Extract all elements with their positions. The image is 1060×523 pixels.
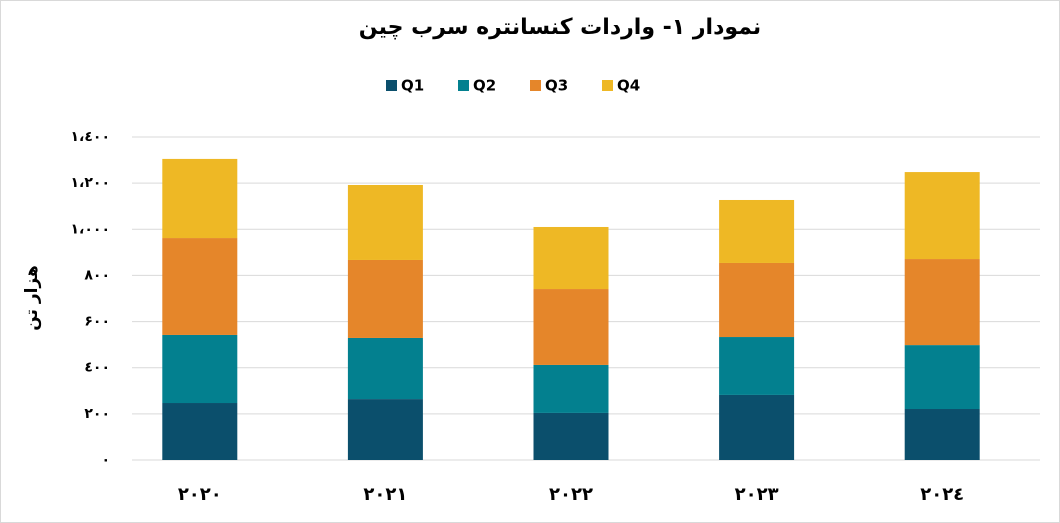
bar-segment bbox=[719, 199, 795, 263]
y-tick-label: ۶۰۰ bbox=[84, 314, 110, 330]
y-axis-label: هزار تن bbox=[22, 265, 42, 331]
bar-segment bbox=[347, 399, 423, 460]
bar-segment bbox=[533, 289, 609, 365]
bar-segment bbox=[162, 334, 238, 404]
legend-label: Q1 bbox=[401, 77, 424, 95]
y-tick-label: ۸۰۰ bbox=[84, 267, 110, 283]
bar-segment bbox=[904, 172, 980, 260]
y-tick-label: ۱،۲۰۰ bbox=[71, 175, 111, 191]
y-tick-label: ۱،٤۰۰ bbox=[70, 129, 110, 145]
bar-segment bbox=[904, 259, 980, 346]
legend-swatch bbox=[458, 80, 469, 91]
bar-segment bbox=[719, 394, 795, 460]
bar-segment bbox=[904, 345, 980, 410]
legend-swatch bbox=[386, 80, 397, 91]
legend-label: Q2 bbox=[473, 77, 496, 95]
legend-label: Q3 bbox=[545, 77, 568, 95]
bar-segment bbox=[904, 409, 980, 460]
legend-label: Q4 bbox=[617, 77, 640, 95]
legend-swatch bbox=[602, 80, 613, 91]
x-tick-label: ۲۰۲۲ bbox=[549, 484, 593, 505]
bar-segment bbox=[719, 262, 795, 338]
y-tick-label: ۱،۰۰۰ bbox=[71, 221, 111, 237]
y-tick-label: ۰ bbox=[101, 452, 110, 468]
x-tick-label: ۲۰۲٤ bbox=[920, 484, 964, 505]
bar-segment bbox=[533, 412, 609, 460]
bar-segment bbox=[719, 337, 795, 395]
bar-segment bbox=[533, 226, 609, 290]
bar-segment bbox=[347, 184, 423, 260]
chart-title: نمودار ۱- واردات کنسانتره سرب چین bbox=[359, 15, 761, 40]
legend-swatch bbox=[530, 80, 541, 91]
bar-segment bbox=[347, 337, 423, 400]
y-tick-label: ۲۰۰ bbox=[84, 406, 110, 422]
x-tick-label: ۲۰۲۱ bbox=[363, 484, 407, 505]
y-tick-label: ٤۰۰ bbox=[84, 360, 110, 376]
bar-segment bbox=[162, 158, 238, 239]
bar-segment bbox=[347, 259, 423, 338]
x-tick-label: ۲۰۲۰ bbox=[178, 484, 222, 505]
x-tick-label: ۲۰۲۳ bbox=[735, 484, 779, 505]
bar-segment bbox=[162, 238, 238, 335]
bar-segment bbox=[162, 403, 238, 460]
bar-segment bbox=[533, 364, 609, 413]
